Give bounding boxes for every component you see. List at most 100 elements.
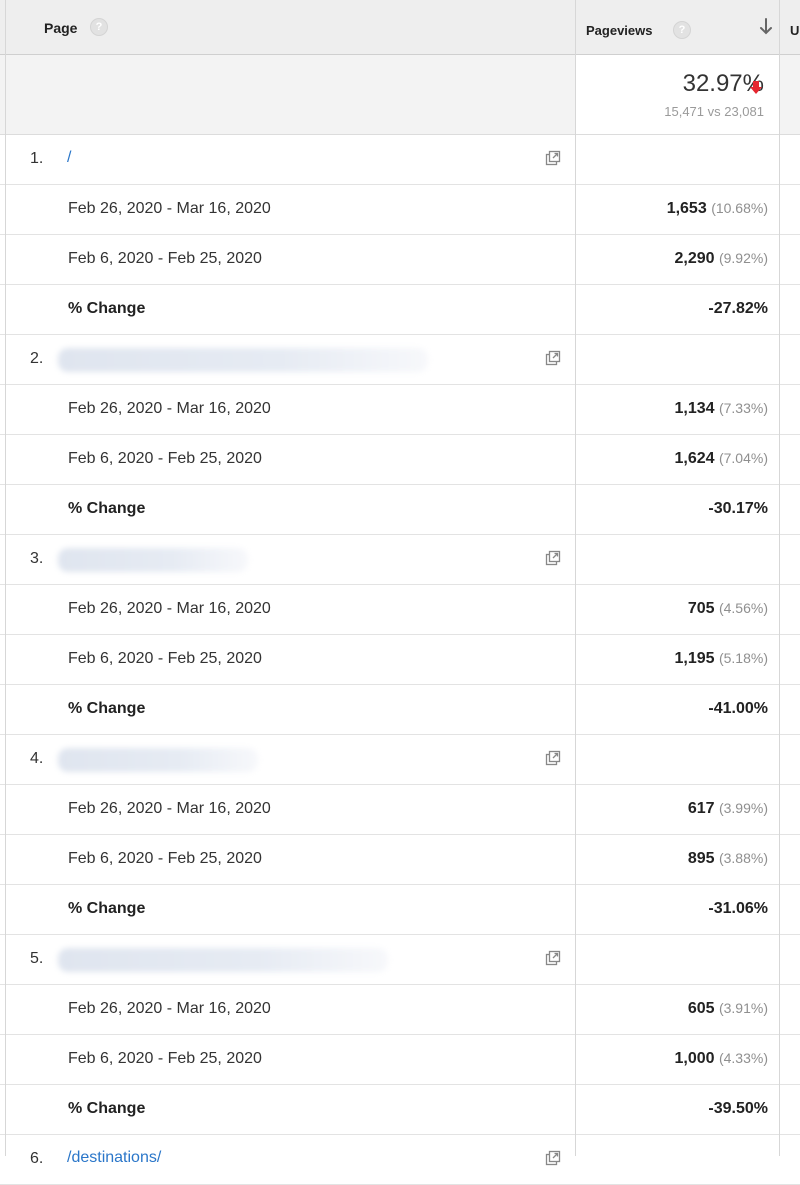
date-range-label: Feb 26, 2020 - Mar 16, 2020 (68, 600, 271, 617)
date-range-label: Feb 6, 2020 - Feb 25, 2020 (68, 250, 262, 267)
redacted-page-path (58, 948, 388, 972)
pageviews-count: 2,290 (674, 250, 715, 267)
pageviews-count: 1,000 (674, 1050, 715, 1067)
date-range-row: Feb 26, 2020 - Mar 16, 2020 1,653 (10.68%… (0, 185, 800, 235)
redacted-page-path (58, 748, 258, 772)
date-range-row: Feb 6, 2020 - Feb 25, 2020 895 (3.88%) (0, 835, 800, 885)
percent-change-row: % Change -27.82% (0, 285, 800, 335)
percent-change-value: -27.82% (708, 300, 768, 317)
page-path-link[interactable]: /destinations/ (67, 1149, 162, 1166)
percent-change-label: % Change (68, 500, 146, 517)
page-row: 2. (0, 335, 800, 385)
page-row: 5. (0, 935, 800, 985)
summary-next-cell (780, 55, 800, 134)
date-range-row: Feb 6, 2020 - Feb 25, 2020 1,195 (5.18%) (0, 635, 800, 685)
pageviews-value: 2,290 (9.92%) (674, 250, 768, 268)
arrow-down-icon[interactable] (758, 17, 774, 37)
date-range-row: Feb 26, 2020 - Mar 16, 2020 605 (3.91%) (0, 985, 800, 1035)
pageviews-count: 617 (687, 800, 715, 817)
page-row: 1. / (0, 135, 800, 185)
pageviews-value: 1,653 (10.68%) (667, 200, 768, 218)
pageviews-value: 1,195 (5.18%) (674, 650, 768, 668)
pageviews-value: 1,624 (7.04%) (674, 450, 768, 468)
redacted-page-path (58, 348, 428, 372)
page-row: 6. /destinations/ (0, 1135, 800, 1185)
table-header: Page ? Pageviews ? U (0, 0, 800, 55)
pageviews-help-icon[interactable]: ? (673, 21, 691, 39)
pageviews-share: (7.04%) (718, 450, 768, 466)
row-rank: 1. (30, 150, 44, 167)
date-range-row: Feb 6, 2020 - Feb 25, 2020 2,290 (9.92%) (0, 235, 800, 285)
column-divider (779, 0, 780, 1156)
pageviews-share: (5.18%) (718, 650, 768, 666)
pageviews-value: 617 (3.99%) (688, 800, 768, 818)
percent-change-row: % Change -41.00% (0, 685, 800, 735)
date-range-label: Feb 6, 2020 - Feb 25, 2020 (68, 850, 262, 867)
date-range-label: Feb 26, 2020 - Mar 16, 2020 (68, 200, 271, 217)
pageviews-share: (10.68%) (711, 200, 768, 216)
pageviews-share: (4.56%) (718, 600, 768, 616)
totals-summary-row: 32.97% 15,471 vs 23,081 (0, 55, 800, 135)
percent-change-value: -31.06% (708, 900, 768, 917)
next-column-header[interactable]: U (790, 23, 800, 38)
total-comparison: 15,471 vs 23,081 (664, 104, 764, 119)
pageviews-count: 705 (687, 600, 715, 617)
pageviews-share: (4.33%) (718, 1050, 768, 1066)
open-page-icon[interactable] (545, 350, 561, 366)
column-divider (575, 0, 576, 1156)
pageviews-count: 1,624 (674, 450, 715, 467)
date-range-row: Feb 6, 2020 - Feb 25, 2020 1,624 (7.04%) (0, 435, 800, 485)
date-range-label: Feb 6, 2020 - Feb 25, 2020 (68, 1050, 262, 1067)
date-range-label: Feb 26, 2020 - Mar 16, 2020 (68, 400, 271, 417)
pageviews-count: 1,653 (666, 200, 707, 217)
percent-change-row: % Change -39.50% (0, 1085, 800, 1135)
row-rank: 4. (30, 750, 44, 767)
summary-blank-cell (0, 55, 576, 134)
percent-change-label: % Change (68, 900, 146, 917)
open-page-icon[interactable] (545, 550, 561, 566)
red-down-arrow-icon (750, 81, 762, 94)
row-rank: 6. (30, 1150, 44, 1167)
page-row: 4. (0, 735, 800, 785)
date-range-row: Feb 26, 2020 - Mar 16, 2020 1,134 (7.33%) (0, 385, 800, 435)
row-rank: 3. (30, 550, 44, 567)
pageviews-share: (3.88%) (718, 850, 768, 866)
open-page-icon[interactable] (545, 950, 561, 966)
percent-change-label: % Change (68, 300, 146, 317)
percent-change-row: % Change -30.17% (0, 485, 800, 535)
date-range-row: Feb 6, 2020 - Feb 25, 2020 1,000 (4.33%) (0, 1035, 800, 1085)
percent-change-label: % Change (68, 700, 146, 717)
date-range-label: Feb 6, 2020 - Feb 25, 2020 (68, 650, 262, 667)
pageviews-share: (7.33%) (718, 400, 768, 416)
page-path-link[interactable]: / (67, 149, 72, 166)
page-column-header[interactable]: Page (44, 20, 78, 36)
percent-change-label: % Change (68, 1100, 146, 1117)
pageviews-value: 1,000 (4.33%) (674, 1050, 768, 1068)
pageviews-value: 705 (4.56%) (688, 600, 768, 618)
open-page-icon[interactable] (545, 1150, 561, 1166)
date-range-label: Feb 26, 2020 - Mar 16, 2020 (68, 1000, 271, 1017)
pageviews-count: 895 (687, 850, 715, 867)
redacted-page-path (58, 548, 248, 572)
pageviews-count: 1,134 (674, 400, 715, 417)
date-range-label: Feb 6, 2020 - Feb 25, 2020 (68, 450, 262, 467)
date-range-row: Feb 26, 2020 - Mar 16, 2020 617 (3.99%) (0, 785, 800, 835)
page-help-icon[interactable]: ? (90, 18, 108, 36)
column-divider (5, 0, 6, 1156)
total-change-percent: 32.97% (682, 70, 764, 97)
pageviews-share: (3.99%) (718, 800, 768, 816)
open-page-icon[interactable] (545, 750, 561, 766)
pageviews-count: 605 (687, 1000, 715, 1017)
page-row: 3. (0, 535, 800, 585)
pageviews-value: 895 (3.88%) (688, 850, 768, 868)
pageviews-share: (3.91%) (718, 1000, 768, 1016)
percent-change-value: -41.00% (708, 700, 768, 717)
pageviews-column-header[interactable]: Pageviews (586, 23, 653, 38)
pageviews-value: 605 (3.91%) (688, 1000, 768, 1018)
date-range-label: Feb 26, 2020 - Mar 16, 2020 (68, 800, 271, 817)
percent-change-value: -39.50% (708, 1100, 768, 1117)
open-page-icon[interactable] (545, 150, 561, 166)
row-rank: 5. (30, 950, 44, 967)
pageviews-value: 1,134 (7.33%) (674, 400, 768, 418)
